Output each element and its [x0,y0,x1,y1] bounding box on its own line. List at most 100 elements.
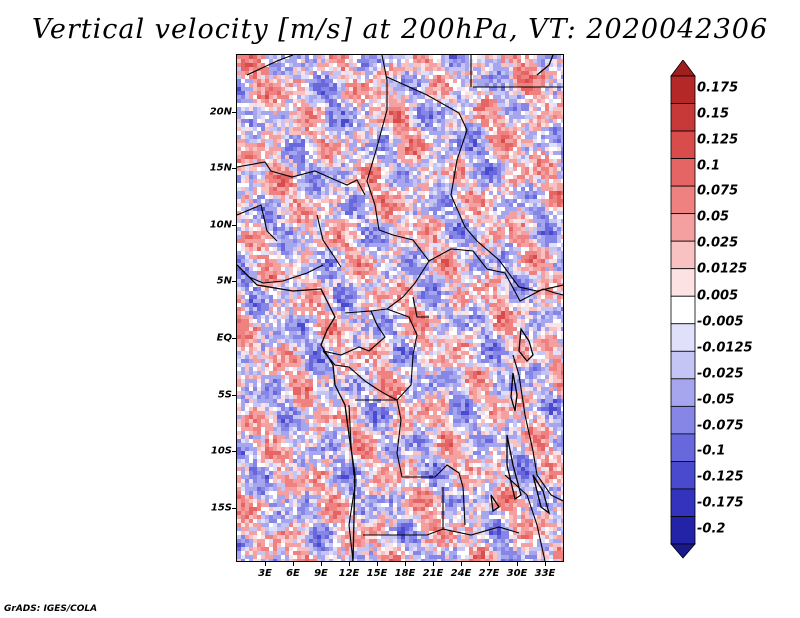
grads-credit: GrADS: IGES/COLA [4,604,98,614]
colorbar-label: -0.2 [697,521,726,537]
lake-outline [490,494,500,513]
colorbar-bin [670,516,696,545]
lat-label: 15N [209,162,232,174]
border-line [370,229,430,312]
colorbar-bin [670,405,696,435]
colorbar-bin [670,295,696,325]
border-line [542,288,563,296]
lat-tick [232,281,236,282]
colorbar-top-arrow [670,60,696,77]
border-line [396,399,464,488]
border-line [366,55,388,231]
colorbar-label: 0.0125 [697,261,748,277]
border-line [237,204,278,242]
colorbar-bin [670,185,696,215]
border-line [504,474,546,561]
lat-label: 10N [209,219,232,231]
colorbar-label: -0.125 [697,469,744,485]
colorbar-bin [670,75,696,104]
colorbar-bin [670,433,696,462]
colorbar-bin [670,323,696,352]
lon-label: 6E [286,568,300,579]
lake-outline [536,55,554,76]
lat-label: EQ [216,332,232,344]
colorbar-label: 0.005 [697,288,739,304]
colorbar-bin [670,130,696,159]
lake-outline [506,434,522,501]
colorbar-label: 0.175 [697,80,739,96]
lon-tick [377,562,378,566]
colorbar-label: 0.075 [697,183,739,199]
border-line [442,487,520,536]
colorbar-bin [670,488,696,517]
lat-label: 5N [216,275,232,287]
lon-tick [349,562,350,566]
lat-tick [232,508,236,509]
lon-tick [293,562,294,566]
border-line [322,350,398,401]
colorbar-bottom-arrow [670,543,696,559]
border-line [386,308,418,401]
lat-tick [232,225,236,226]
colorbar-bin [670,158,696,187]
colorbar-label: -0.025 [697,366,744,382]
map-panel [236,54,564,562]
border-line [322,310,386,356]
lon-label: 27E [478,568,500,579]
lon-tick [265,562,266,566]
country-borders [237,55,563,561]
border-line [450,194,563,292]
border-line [428,248,544,302]
lon-label: 15E [366,568,388,579]
lon-tick [321,562,322,566]
lon-label: 18E [394,568,416,579]
border-line [237,161,366,196]
lat-label: 15S [210,502,232,514]
lat-tick [232,168,236,169]
colorbar [670,60,696,559]
lon-tick [517,562,518,566]
colorbar-bin [670,213,696,242]
lat-tick [232,338,236,339]
colorbar-bin [670,350,696,380]
lon-label: 3E [258,568,272,579]
colorbar-label: 0.125 [697,132,739,148]
lat-label: 5S [217,389,232,401]
lon-label: 9E [314,568,328,579]
lon-label: 24E [450,568,472,579]
lat-tick [232,112,236,113]
lake-outline [532,474,551,515]
border-line [246,55,294,76]
lon-tick [489,562,490,566]
lat-label: 10S [210,445,232,457]
lon-label: 33E [534,568,556,579]
colorbar-label: -0.1 [697,443,726,459]
colorbar-label: -0.005 [697,314,744,330]
lake-outline [518,327,534,362]
colorbar-bin [670,461,696,490]
border-line [536,474,563,502]
colorbar-bin [670,378,696,407]
lon-label: 21E [422,568,444,579]
border-line [316,214,342,268]
colorbar-label: -0.075 [697,418,744,434]
border-line [412,296,429,318]
colorbar-label: 0.1 [697,158,721,174]
border-line [363,528,444,536]
lon-label: 30E [506,568,528,579]
colorbar-label: 0.05 [697,209,730,225]
lon-tick [405,562,406,566]
colorbar-bin [670,268,696,297]
colorbar-label: -0.05 [697,392,735,408]
map-title: Vertical velocity [m/s] at 200hPa, VT: 2… [31,14,769,45]
lat-tick [232,451,236,452]
border-line [462,486,466,526]
border-line [386,76,468,196]
colorbar-label: 0.025 [697,235,739,251]
lon-label: 12E [338,568,360,579]
border-line [237,264,324,284]
colorbar-bin [670,103,696,132]
colorbar-label: 0.15 [697,106,730,122]
lake-outline [510,372,518,412]
border-line [512,354,538,476]
